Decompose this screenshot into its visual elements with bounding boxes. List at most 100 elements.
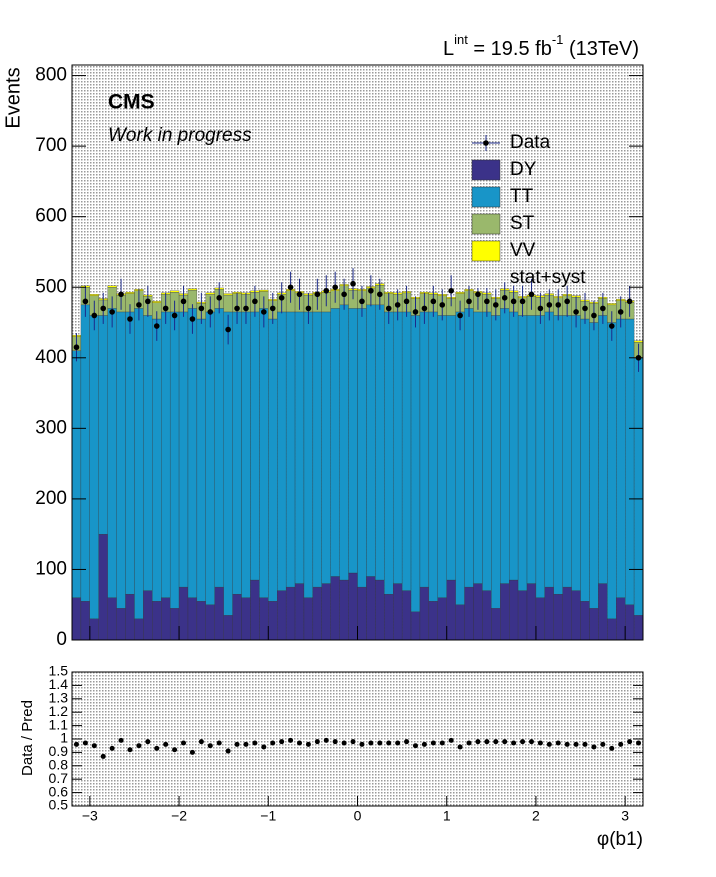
legend-label: DY — [510, 159, 537, 180]
bar-segment — [250, 311, 260, 581]
bar-segment — [169, 311, 180, 609]
bar-segment — [223, 615, 233, 641]
y-tick-label: 100 — [35, 558, 67, 579]
data-point — [537, 305, 544, 312]
lumi-part: -1 — [552, 32, 564, 47]
bar-segment — [616, 597, 626, 641]
data-point — [600, 305, 606, 312]
data-point — [457, 312, 463, 319]
data-point — [501, 295, 508, 301]
bar-segment — [187, 288, 198, 291]
data-point — [412, 309, 419, 315]
x-tick-label: 1 — [443, 808, 451, 824]
bar-segment — [196, 601, 206, 641]
bar-segment — [500, 308, 510, 584]
bar-segment — [196, 318, 206, 602]
y-tick-label: 600 — [35, 206, 67, 227]
data-point — [225, 326, 231, 333]
bar-segment — [187, 308, 198, 598]
bar-segment — [205, 292, 215, 295]
data-point — [377, 291, 383, 298]
ratio-point — [314, 739, 320, 745]
data-point — [591, 312, 597, 319]
y-tick-label: 800 — [35, 65, 67, 86]
ratio-point — [582, 741, 588, 747]
cms-label: CMS — [108, 91, 155, 114]
bar-segment — [294, 583, 305, 641]
ratio-point — [448, 737, 454, 743]
ratio-point — [573, 741, 579, 747]
bar-segment — [107, 285, 117, 288]
bar-segment — [232, 593, 242, 641]
data-point — [127, 316, 133, 322]
bar-segment — [419, 586, 430, 641]
bar-segment — [259, 597, 269, 641]
lumi-part: L — [443, 38, 454, 60]
bar-segment — [410, 611, 421, 641]
bar-segment — [205, 311, 215, 605]
bar-segment — [80, 304, 90, 602]
ratio-point — [457, 744, 463, 750]
lumi-label: Lint = 19.5 fb-1 (13TeV) — [443, 32, 639, 60]
bar-segment — [125, 292, 135, 294]
data-point — [403, 298, 410, 305]
bar-segment — [98, 534, 108, 641]
ratio-point — [225, 748, 231, 754]
ratio-point — [136, 743, 142, 749]
y-tick-label: 0 — [56, 629, 67, 650]
data-point — [546, 302, 553, 308]
data-point — [332, 284, 338, 291]
bar-segment — [178, 586, 189, 641]
data-point — [359, 298, 365, 305]
data-point — [207, 309, 214, 315]
y-tick-label: 1.4 — [49, 676, 69, 692]
bar-segment — [455, 292, 465, 294]
data-point — [269, 305, 276, 312]
bar-segment — [116, 608, 126, 641]
bar-segment — [232, 311, 242, 595]
bar-segment — [223, 311, 233, 616]
bar-segment — [491, 608, 501, 641]
bar-segment — [509, 579, 519, 641]
lumi-part: (13TeV) — [563, 38, 639, 60]
ratio-point — [332, 739, 338, 745]
bar-segment — [393, 311, 403, 584]
data-point — [350, 280, 356, 287]
bar-segment — [259, 289, 269, 292]
bar-segment — [455, 311, 465, 605]
ratio-point — [288, 737, 294, 743]
ratio-point — [377, 740, 383, 746]
x-tick-label: 0 — [354, 808, 362, 824]
bar-segment — [187, 597, 198, 641]
ratio-point — [493, 739, 499, 745]
bar-segment — [562, 315, 572, 588]
bar-segment — [339, 579, 349, 641]
data-point — [82, 298, 89, 305]
bar-segment — [598, 315, 608, 584]
bar-segment — [589, 322, 599, 609]
bar-segment — [250, 579, 260, 641]
data-point — [510, 298, 517, 305]
bar-segment — [107, 308, 117, 598]
bar-segment — [277, 590, 287, 641]
y-tick-label: 0.9 — [49, 743, 69, 759]
ratio-y-axis-title: Data / Pred — [19, 700, 36, 776]
data-point — [439, 302, 446, 308]
ratio-point — [181, 740, 187, 746]
bar-segment — [98, 315, 108, 535]
bar-segment — [89, 618, 99, 641]
bar-segment — [393, 583, 403, 641]
bar-segment — [152, 301, 162, 303]
ratio-point — [564, 741, 570, 747]
bar-segment — [535, 315, 546, 598]
bar-segment — [607, 618, 617, 641]
bar-segment — [321, 583, 331, 641]
bar-segment — [348, 308, 358, 574]
bar-segment — [571, 315, 581, 591]
ratio-point — [520, 739, 526, 745]
ratio-point — [466, 740, 472, 746]
bar-segment — [607, 322, 617, 619]
bar-segment — [580, 601, 590, 641]
data-point — [189, 316, 196, 322]
